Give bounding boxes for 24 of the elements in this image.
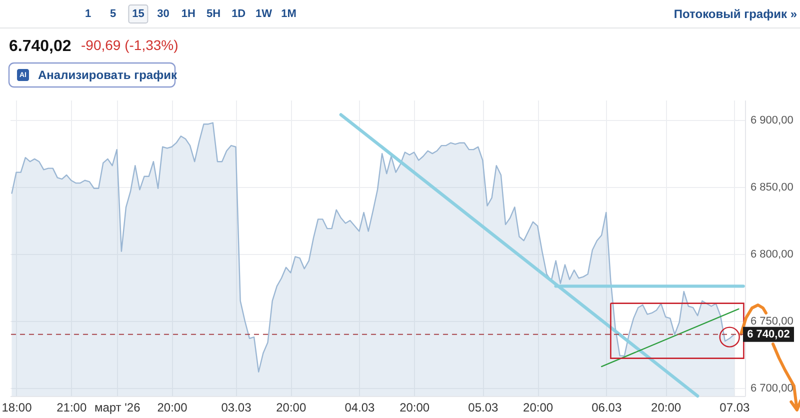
- y-tick-label: 6 900,00: [750, 114, 794, 127]
- x-tick-label: 21:00: [56, 400, 87, 414]
- text: Потоковый график »: [674, 7, 798, 21]
- chart-subtitle: -90,69 (-1,33%): [81, 37, 178, 53]
- ref-line-label: 6 740,02: [747, 328, 790, 340]
- x-tick-label: 20:00: [276, 400, 306, 414]
- text: 1 5 15 30 1H 5H 1D 1W 1M: [84, 8, 296, 20]
- x-tick-label: 20:00: [400, 400, 430, 414]
- y-tick-label: 6 800,00: [750, 248, 794, 261]
- x-tick-label: 20:00: [651, 400, 682, 414]
- y-tick-label: 6 750,00: [750, 315, 794, 328]
- x-tick-label: 06.03: [592, 400, 622, 414]
- chart-title: 6.740,02: [9, 38, 72, 55]
- x-tick-label: 20:00: [157, 400, 188, 414]
- x-tick-label: 18:00: [2, 400, 32, 414]
- x-tick-label: 05.03: [468, 400, 499, 414]
- x-tick-label: 20:00: [523, 400, 554, 414]
- y-tick-label: 6 850,00: [750, 182, 794, 194]
- x-tick-label: 07.03: [720, 400, 750, 414]
- y-tick-label: 6 700,00: [750, 382, 794, 394]
- x-tick-label: 03.03: [221, 400, 252, 414]
- x-tick-label: 04.03: [344, 400, 376, 414]
- text: Анализировать график: [38, 68, 178, 82]
- x-tick-label: март '26: [94, 400, 141, 414]
